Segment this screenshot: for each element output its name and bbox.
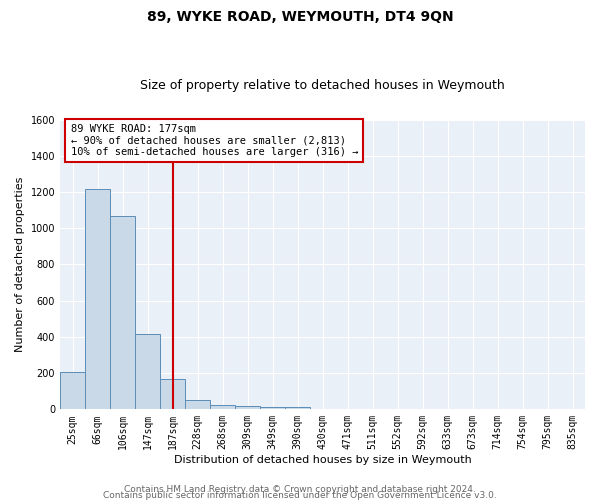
Bar [160,380,185,410]
Y-axis label: Number of detached properties: Number of detached properties [15,177,25,352]
Bar [285,406,310,410]
Text: 89 WYKE ROAD: 177sqm
← 90% of detached houses are smaller (2,813)
10% of semi-de: 89 WYKE ROAD: 177sqm ← 90% of detached h… [71,124,358,157]
Text: Contains public sector information licensed under the Open Government Licence v3: Contains public sector information licen… [103,490,497,500]
Text: Contains HM Land Registry data © Crown copyright and database right 2024.: Contains HM Land Registry data © Crown c… [124,484,476,494]
Text: 89, WYKE ROAD, WEYMOUTH, DT4 9QN: 89, WYKE ROAD, WEYMOUTH, DT4 9QN [146,10,454,24]
Bar [210,405,235,409]
Bar [260,406,285,410]
Title: Size of property relative to detached houses in Weymouth: Size of property relative to detached ho… [140,79,505,92]
Bar [85,190,110,410]
Bar [135,334,160,409]
X-axis label: Distribution of detached houses by size in Weymouth: Distribution of detached houses by size … [173,455,472,465]
Bar [110,216,135,410]
Bar [235,406,260,409]
Bar [185,400,210,409]
Bar [60,372,85,410]
